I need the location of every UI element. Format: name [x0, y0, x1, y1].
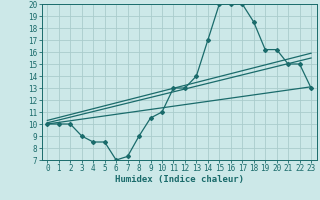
X-axis label: Humidex (Indice chaleur): Humidex (Indice chaleur) [115, 175, 244, 184]
